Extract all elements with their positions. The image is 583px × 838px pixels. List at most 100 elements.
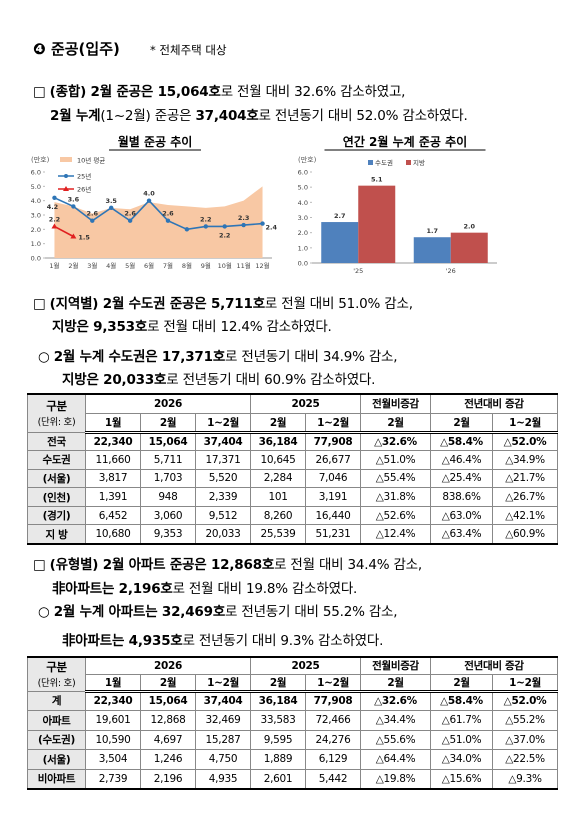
y-axis-label: (만호): [298, 155, 317, 164]
point: [70, 233, 77, 239]
y-tick-label: 3.0: [31, 212, 41, 220]
table-cell: 25,539: [250, 524, 307, 545]
point: [184, 227, 190, 232]
header-cell: 1~2월: [305, 412, 362, 434]
table-cell: 2,284: [250, 468, 307, 489]
table-cell: △60.9%: [492, 524, 559, 545]
bar: [413, 237, 451, 263]
table-cell: △21.7%: [492, 468, 559, 489]
table-cell: 10,645: [250, 450, 307, 470]
table-cell: 72,466: [305, 710, 362, 731]
table-cell: △58.4%: [430, 431, 494, 452]
table-cell: 10,680: [85, 524, 141, 545]
bold-segment: 37,404호: [195, 108, 259, 124]
header-cell: 2월: [250, 412, 307, 434]
table-cell: 17,371: [194, 450, 252, 470]
x-tick-label: '26: [446, 267, 456, 275]
table-head: 구분 (단위: 호) 2026 2025 전월비증감 전년대비 증감 1월 2월 1~2월 2월 1…: [27, 656, 559, 693]
table-cell: 5,711: [140, 450, 196, 470]
y-tick-label: 6.0: [298, 169, 308, 177]
point: [90, 218, 95, 223]
bullet: ○: [38, 349, 50, 365]
header-cell: 2월: [360, 673, 432, 693]
table-cell: 1,703: [140, 468, 196, 489]
y-tick-label: 4.0: [298, 199, 308, 207]
point: [222, 224, 227, 229]
data-label: 2.7: [334, 212, 346, 220]
header-row: 구분 (단위: 호) 2026 2025 전월비증감 전년대비 증감: [27, 393, 559, 433]
paragraph-line: □ (유형별) 2월 아파트 준공은 12,868호로 전월 대비 34.4% …: [33, 553, 422, 573]
legend-label: 25년: [77, 172, 91, 181]
table-cell: 9,512: [194, 505, 252, 526]
bar: [450, 232, 488, 263]
header-cell: 2025: [250, 656, 362, 675]
bar: [358, 185, 396, 263]
line: [54, 197, 263, 231]
point: [146, 198, 152, 203]
table-cell: △52.0%: [492, 690, 559, 711]
table-cell: △42.1%: [492, 505, 559, 526]
text-segment: 로 전년동기 대비 34.9% 감소,: [225, 349, 398, 365]
table-head: 구분 (단위: 호) 2026 2025 전월비증감 전년대비 증감 1월 2월 1~2월 2월 1…: [27, 393, 559, 434]
paragraph-line: ○ 2월 누계 수도권은 17,371호로 전년동기 대비 34.9% 감소,: [38, 345, 398, 365]
table-row: 수도권 11,660 5,711 17,371 10,645 26,677 △51.0% △4…: [27, 450, 559, 470]
table-cell: △31.8%: [360, 487, 432, 507]
x-tick-label: '25: [353, 267, 363, 275]
bar: [321, 222, 359, 263]
x-tick-label: 10월: [218, 261, 232, 270]
table-cell: (경기): [27, 505, 86, 526]
table-cell: 24,276: [305, 729, 362, 750]
header-cell: 2026: [84, 393, 252, 414]
header-cell: 2025: [250, 393, 362, 414]
point: [51, 223, 58, 229]
table-cell: 1,391: [85, 487, 141, 507]
legend-point: [64, 174, 68, 178]
table-cell: △19.8%: [360, 768, 432, 790]
data-label: 2.0: [463, 223, 475, 231]
x-tick-label: 1월: [49, 261, 59, 270]
table-cell: 3,191: [305, 487, 362, 507]
bullet: □: [33, 84, 46, 100]
legend-label: 지방: [413, 158, 425, 167]
table-cell: 15,064: [140, 690, 196, 711]
line: [54, 225, 74, 238]
table-cell: 22,340: [85, 690, 141, 711]
table-cell: △34.4%: [360, 710, 432, 731]
data-label: 3.5: [105, 197, 117, 205]
table-cell: 1,889: [250, 749, 307, 770]
text-segment: 로 전년동기 대비 52.0% 감소하였다.: [258, 108, 468, 124]
table-cell: 3,817: [85, 468, 141, 489]
table-cell: 3,504: [85, 749, 141, 770]
table-cell: 4,697: [140, 729, 196, 750]
legend-swatch: [60, 157, 72, 162]
table-cell: 37,404: [194, 690, 252, 711]
table-cell: 16,440: [305, 505, 362, 526]
bullet: ○: [38, 604, 50, 620]
table-body: 전국 22,340 15,064 37,404 36,184 77,908 △32.6% △5…: [27, 431, 559, 545]
x-tick-label: 4월: [106, 261, 116, 270]
table-cell: △25.4%: [430, 468, 494, 489]
data-label: 5.1: [371, 176, 383, 184]
table-row: 아파트 19,601 12,868 32,469 33,583 72,466 △34.4% △…: [27, 710, 559, 731]
table-cell: 51,231: [305, 524, 362, 545]
table-cell: 9,353: [140, 524, 196, 545]
legend-label: 10년 평균: [77, 156, 105, 165]
data-label: 2.2: [200, 215, 212, 223]
paragraph-line: 非아파트는 2,196호로 전월 대비 19.8% 감소하였다.: [52, 577, 357, 597]
table-cell: △32.6%: [360, 690, 432, 711]
table-cell: 12,868: [140, 710, 196, 731]
table-cell: △55.6%: [360, 729, 432, 750]
table-cell: 7,046: [305, 468, 362, 489]
y-tick-label: 3.0: [298, 214, 308, 222]
table-cell: 948: [140, 487, 196, 507]
y-tick-label: 5.0: [298, 184, 308, 192]
y-tick-label: 6.0: [31, 169, 41, 177]
table-row: (서울) 3,817 1,703 5,520 2,284 7,046 △55.4% △25.4…: [27, 468, 559, 489]
table-cell: △32.6%: [360, 431, 432, 452]
data-table: 구분 (단위: 호) 2026 2025 전월비증감 전년대비 증감 1월 2월 1~2월 2월 1…: [27, 656, 559, 790]
y-tick-label: 2.0: [298, 229, 308, 237]
point: [52, 195, 57, 200]
table-cell: △55.4%: [360, 468, 432, 489]
table-cell: 비아파트: [27, 768, 86, 790]
data-label: 2.6: [124, 210, 136, 218]
